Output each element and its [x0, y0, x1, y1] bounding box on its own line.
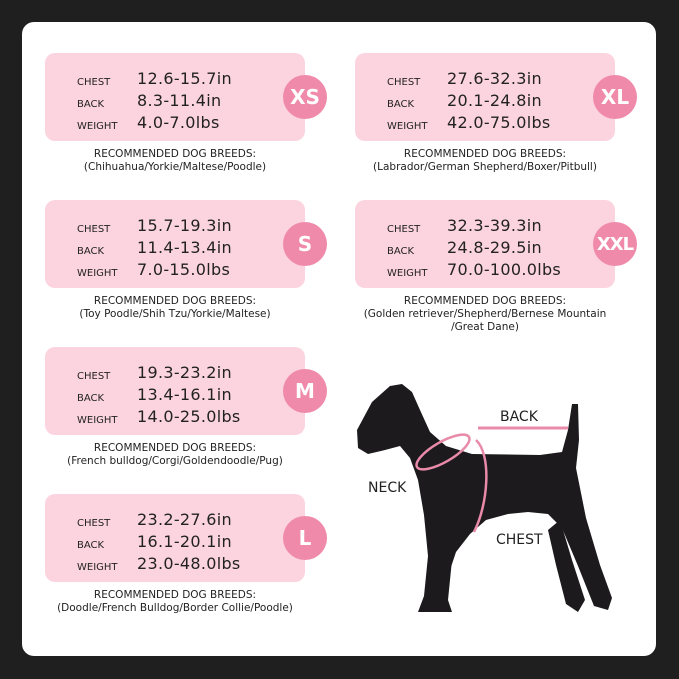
recommended-breeds: RECOMMENDED DOG BREEDS: (Golden retriever… [325, 295, 645, 334]
dog-rear-leg [548, 520, 585, 612]
back-label: BACK [77, 393, 105, 404]
chest-label: CHEST [387, 224, 421, 235]
back-value: 13.4-16.1in [137, 385, 232, 404]
recommended-heading: RECOMMENDED DOG BREEDS: [93, 442, 257, 454]
back-label: BACK [77, 540, 105, 551]
back-label: BACK [77, 246, 105, 257]
weight-label: WEIGHT [77, 562, 118, 573]
breed-list: (Golden retriever/Shepherd/Bernese Mount… [363, 308, 607, 320]
breed-list: (Labrador/German Shepherd/Boxer/Pitbull) [373, 161, 597, 173]
weight-label: WEIGHT [77, 121, 118, 132]
recommended-heading: RECOMMENDED DOG BREEDS: [403, 148, 567, 160]
size-card-l: CHEST 23.2-27.6in BACK 16.1-20.1in WEIGHT 23.… [45, 494, 327, 582]
back-label: BACK [387, 246, 415, 257]
chest-label: CHEST [496, 532, 543, 548]
weight-label: WEIGHT [387, 268, 428, 279]
dog-front-leg [436, 540, 452, 612]
size-badge: L [283, 516, 327, 560]
size-card-m: CHEST 19.3-23.2in BACK 13.4-16.1in WEIGHT 14.… [45, 347, 327, 435]
chest-value: 12.6-15.7in [137, 69, 232, 88]
breed-list: (French bulldog/Corgi/Goldendoodle/Pug) [67, 455, 283, 467]
recommended-breeds: RECOMMENDED DOG BREEDS: (Toy Poodle/Shih … [15, 295, 335, 321]
breed-list: /Great Dane) [451, 321, 519, 333]
chest-value: 32.3-39.3in [447, 216, 542, 235]
weight-label: WEIGHT [387, 121, 428, 132]
chest-measure-line [472, 439, 488, 533]
size-badge: XXL [593, 222, 637, 266]
chest-value: 15.7-19.3in [137, 216, 232, 235]
size-card-xl: CHEST 27.6-32.3in BACK 20.1-24.8in WEIGHT 42.… [355, 53, 637, 141]
size-card-xxl: CHEST 32.3-39.3in BACK 24.8-29.5in WEIGHT 70.… [355, 200, 637, 288]
back-value: 8.3-11.4in [137, 91, 222, 110]
size-badge: S [283, 222, 327, 266]
chest-label: CHEST [77, 77, 111, 88]
back-label: BACK [387, 99, 415, 110]
weight-value: 4.0-7.0lbs [137, 113, 220, 132]
breed-list: (Doodle/French Bulldog/Border Collie/Poo… [57, 602, 293, 614]
size-badge: XS [283, 75, 327, 119]
back-value: 24.8-29.5in [447, 238, 542, 257]
recommended-heading: RECOMMENDED DOG BREEDS: [403, 295, 567, 307]
chest-label: CHEST [387, 77, 421, 88]
recommended-breeds: RECOMMENDED DOG BREEDS: (Labrador/German … [325, 148, 645, 174]
size-badge: M [283, 369, 327, 413]
back-label: BACK [77, 99, 105, 110]
chest-value: 23.2-27.6in [137, 510, 232, 529]
recommended-breeds: RECOMMENDED DOG BREEDS: (Doodle/French Bu… [15, 589, 335, 615]
size-card-xs: CHEST 12.6-15.7in BACK 8.3-11.4in WEIGHT 4.0-… [45, 53, 327, 141]
back-label: BACK [500, 409, 539, 425]
recommended-breeds: RECOMMENDED DOG BREEDS: (Chihuahua/Yorkie… [15, 148, 335, 174]
weight-value: 7.0-15.0lbs [137, 260, 231, 279]
recommended-heading: RECOMMENDED DOG BREEDS: [93, 589, 257, 601]
size-card-s: CHEST 15.7-19.3in BACK 11.4-13.4in WEIGHT 7.0… [45, 200, 327, 288]
chest-value: 19.3-23.2in [137, 363, 232, 382]
size-badge: XL [593, 75, 637, 119]
weight-value: 70.0-100.0lbs [447, 260, 562, 279]
back-value: 11.4-13.4in [137, 238, 232, 257]
weight-label: WEIGHT [77, 268, 118, 279]
weight-label: WEIGHT [77, 415, 118, 426]
neck-label: NECK [368, 480, 407, 496]
weight-value: 42.0-75.0lbs [447, 113, 551, 132]
back-value: 16.1-20.1in [137, 532, 232, 551]
chest-value: 27.6-32.3in [447, 69, 542, 88]
weight-value: 23.0-48.0lbs [137, 554, 241, 573]
recommended-heading: RECOMMENDED DOG BREEDS: [93, 295, 257, 307]
back-value: 20.1-24.8in [447, 91, 542, 110]
neck-measure-line [415, 433, 471, 471]
chest-label: CHEST [77, 371, 111, 382]
chest-label: CHEST [77, 518, 111, 529]
recommended-heading: RECOMMENDED DOG BREEDS: [93, 148, 257, 160]
weight-value: 14.0-25.0lbs [137, 407, 241, 426]
breed-list: (Chihuahua/Yorkie/Maltese/Poodle) [83, 161, 267, 173]
recommended-breeds: RECOMMENDED DOG BREEDS: (French bulldog/C… [15, 442, 335, 468]
breed-list: (Toy Poodle/Shih Tzu/Yorkie/Maltese) [79, 308, 271, 320]
chest-label: CHEST [77, 224, 111, 235]
